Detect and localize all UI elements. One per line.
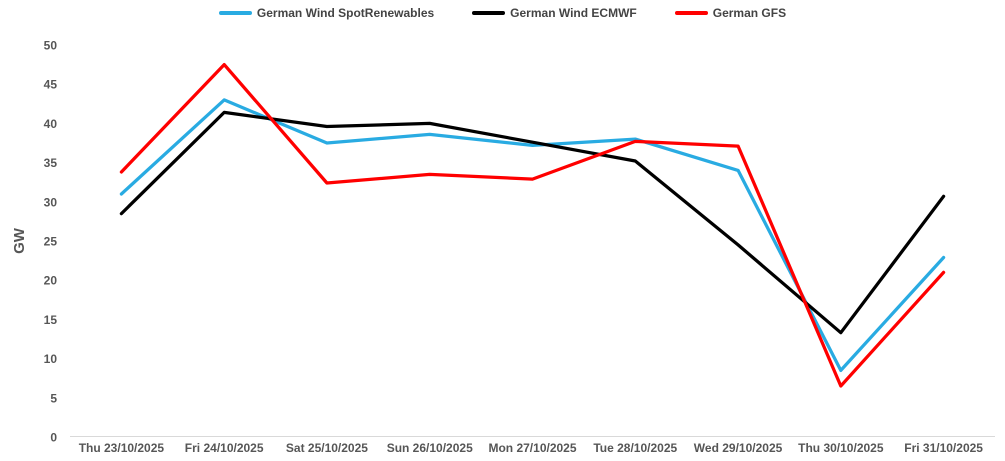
x-axis-label: Sun 26/10/2025 [387,441,473,455]
y-tick-label: 35 [44,156,58,170]
x-axis-label: Fri 24/10/2025 [185,441,264,455]
legend-item-spotrenewables: German Wind SpotRenewables [218,6,435,20]
x-axis-label: Mon 27/10/2025 [488,441,576,455]
x-axis-label: Tue 28/10/2025 [593,441,677,455]
x-axis-label: Fri 31/10/2025 [904,441,983,455]
x-axis-label: Sat 25/10/2025 [286,441,368,455]
gfs-line-swatch-icon [674,11,708,15]
y-tick-label: 0 [50,431,57,445]
x-axis-label: Wed 29/10/2025 [694,441,783,455]
legend-label-gfs: German GFS [712,6,787,20]
y-tick-label: 20 [44,274,58,288]
y-tick-label: 45 [44,78,58,92]
y-tick-label: 15 [44,313,58,327]
y-tick-label: 30 [44,195,58,209]
y-tick-label: 10 [44,352,58,366]
chart-legend: German Wind SpotRenewables German Wind E… [0,6,1005,20]
y-tick-label: 5 [50,391,57,405]
spotrenewables-line-swatch-icon [218,11,252,15]
y-tick-label: 50 [44,39,58,53]
legend-item-gfs: German GFS [674,6,787,20]
x-axis-label: Thu 23/10/2025 [79,441,165,455]
y-axis-title: GW [11,227,28,254]
legend-label-ecmwf: German Wind ECMWF [510,6,637,20]
legend-label-spotrenewables: German Wind SpotRenewables [256,6,435,20]
series-line-german-wind-spotrenewables [119,98,946,373]
legend-item-ecmwf: German Wind ECMWF [472,6,637,20]
y-tick-label: 25 [44,235,58,249]
x-axis-label: Thu 30/10/2025 [798,441,884,455]
y-tick-label: 40 [44,117,58,131]
series-line-german-gfs [119,62,946,388]
ecmwf-line-swatch-icon [472,11,506,15]
